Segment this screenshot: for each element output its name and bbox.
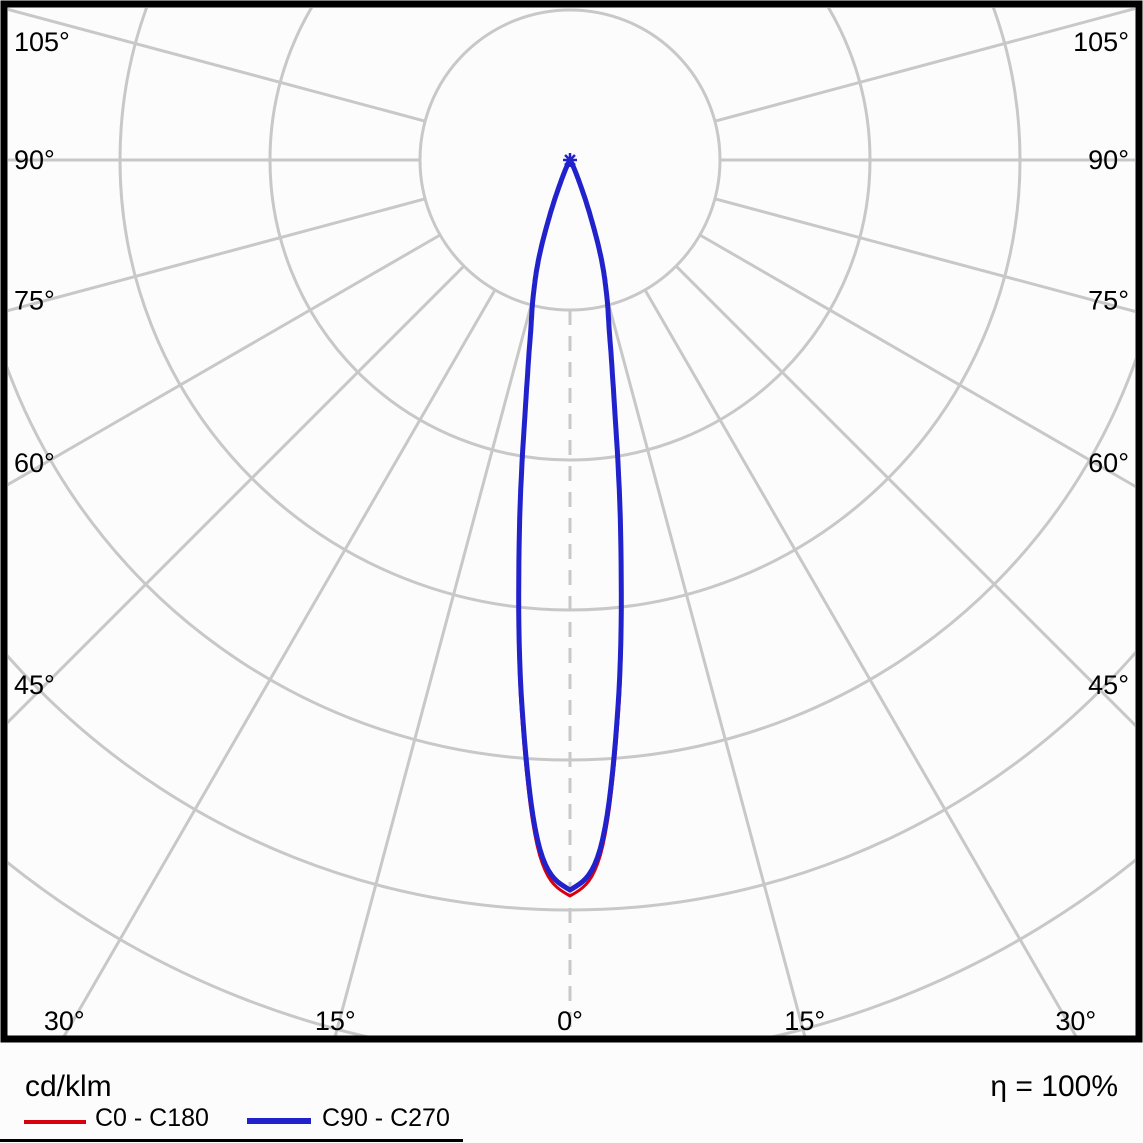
svg-text:15°: 15° bbox=[315, 1006, 356, 1036]
svg-text:15°: 15° bbox=[784, 1006, 825, 1036]
svg-text:0°: 0° bbox=[557, 1006, 583, 1036]
svg-text:90°: 90° bbox=[1088, 145, 1129, 175]
svg-text:105°: 105° bbox=[1073, 27, 1129, 57]
legend-label-c0: C0 - C180 bbox=[95, 1104, 209, 1132]
legend-swatch-c90 bbox=[247, 1118, 311, 1124]
svg-text:75°: 75° bbox=[1088, 286, 1129, 316]
svg-text:30°: 30° bbox=[1055, 1006, 1096, 1036]
svg-text:90°: 90° bbox=[14, 145, 55, 175]
legend-divider bbox=[0, 1139, 463, 1142]
units-label: cd/klm bbox=[25, 1070, 112, 1103]
svg-text:60°: 60° bbox=[14, 448, 55, 478]
legend-swatch-c0 bbox=[24, 1120, 86, 1124]
svg-text:45°: 45° bbox=[1088, 670, 1129, 700]
legend-label-c90: C90 - C270 bbox=[322, 1104, 450, 1132]
svg-text:45°: 45° bbox=[14, 670, 55, 700]
efficiency-label: η = 100% bbox=[990, 1070, 1118, 1103]
svg-text:105°: 105° bbox=[14, 27, 70, 57]
svg-text:30°: 30° bbox=[44, 1006, 85, 1036]
svg-text:75°: 75° bbox=[14, 286, 55, 316]
svg-text:60°: 60° bbox=[1088, 448, 1129, 478]
